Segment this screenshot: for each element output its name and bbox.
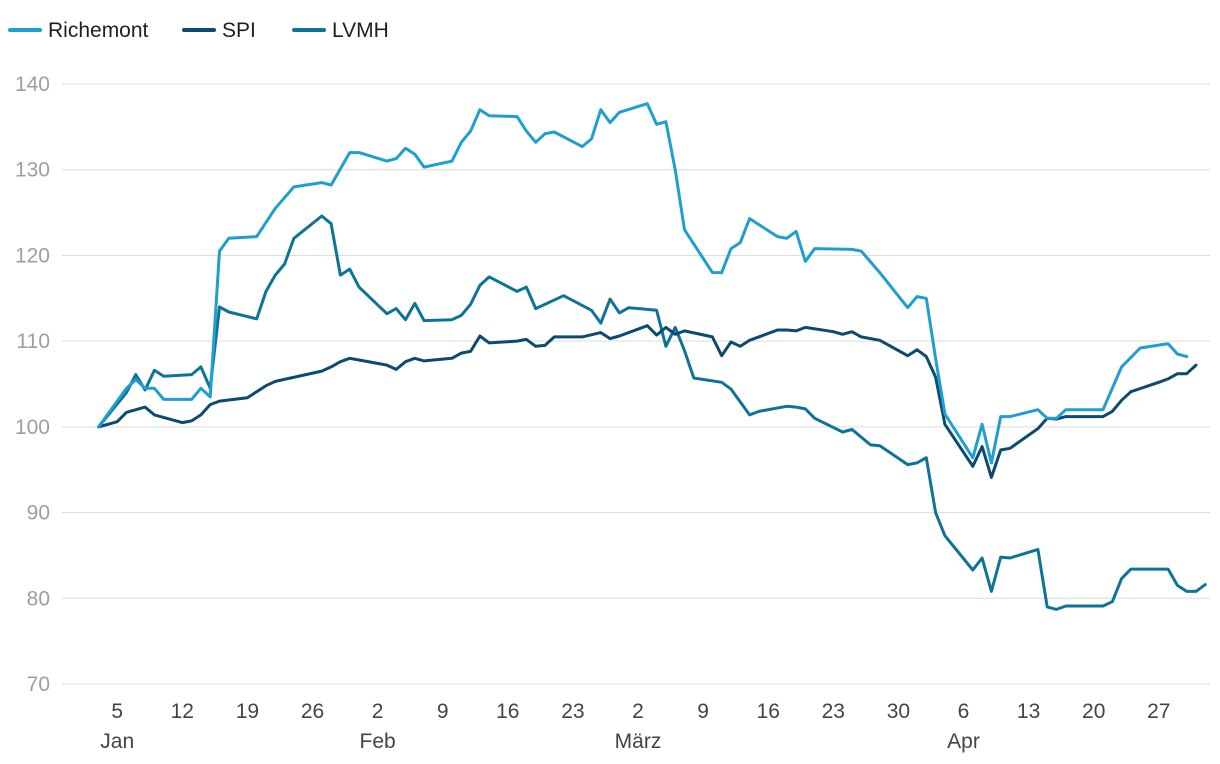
- x-tick-label: 13: [1017, 700, 1040, 723]
- legend: Richemont SPI LVMH: [8, 19, 389, 42]
- x-tick-label: 9: [697, 700, 709, 723]
- y-tick-label: 130: [15, 159, 50, 182]
- x-tick-label: 16: [757, 700, 780, 723]
- x-tick-label: 19: [236, 700, 259, 723]
- x-tick-label: 27: [1147, 700, 1170, 723]
- x-tick-label: 9: [437, 700, 449, 723]
- series-line-spi: [97, 324, 1198, 479]
- series-line-richemont: [97, 102, 1189, 465]
- x-tick-label: 23: [822, 700, 845, 723]
- y-tick-label: 120: [15, 244, 50, 267]
- x-tick-label: 2: [372, 700, 384, 723]
- x-tick-label: 6: [958, 700, 970, 723]
- y-tick-label: 100: [15, 416, 50, 439]
- month-label: Jan: [100, 730, 134, 753]
- x-tick-label: 12: [171, 700, 194, 723]
- legend-label-richemont: Richemont: [48, 19, 149, 42]
- series-line-lvmh: [97, 214, 1207, 611]
- x-tick-label: 20: [1082, 700, 1105, 723]
- y-tick-label: 80: [27, 587, 50, 610]
- y-axis: 70 80 90 100 110 120 130 140: [15, 73, 50, 696]
- series-lines: [97, 102, 1207, 611]
- y-tick-label: 90: [27, 502, 50, 525]
- x-tick-label: 2: [632, 700, 644, 723]
- x-tick-label: 26: [301, 700, 324, 723]
- legend-label-lvmh: LVMH: [332, 19, 389, 42]
- y-tick-label: 70: [27, 673, 50, 696]
- x-tick-label: 16: [496, 700, 519, 723]
- y-tick-label: 110: [17, 330, 50, 353]
- month-label: März: [615, 730, 662, 753]
- x-tick-label: 30: [887, 700, 910, 723]
- x-axis: 5 12 19 26 2 9 16 23 2 9 16 23 30 6 13 20 27 Jan Feb März Ap…: [100, 700, 1170, 753]
- month-label: Apr: [947, 730, 980, 753]
- month-label: Feb: [360, 730, 396, 753]
- y-tick-label: 140: [15, 73, 50, 96]
- x-tick-label: 5: [111, 700, 123, 723]
- x-tick-label: 23: [561, 700, 584, 723]
- legend-label-spi: SPI: [222, 19, 256, 42]
- gridlines: [62, 83, 1210, 685]
